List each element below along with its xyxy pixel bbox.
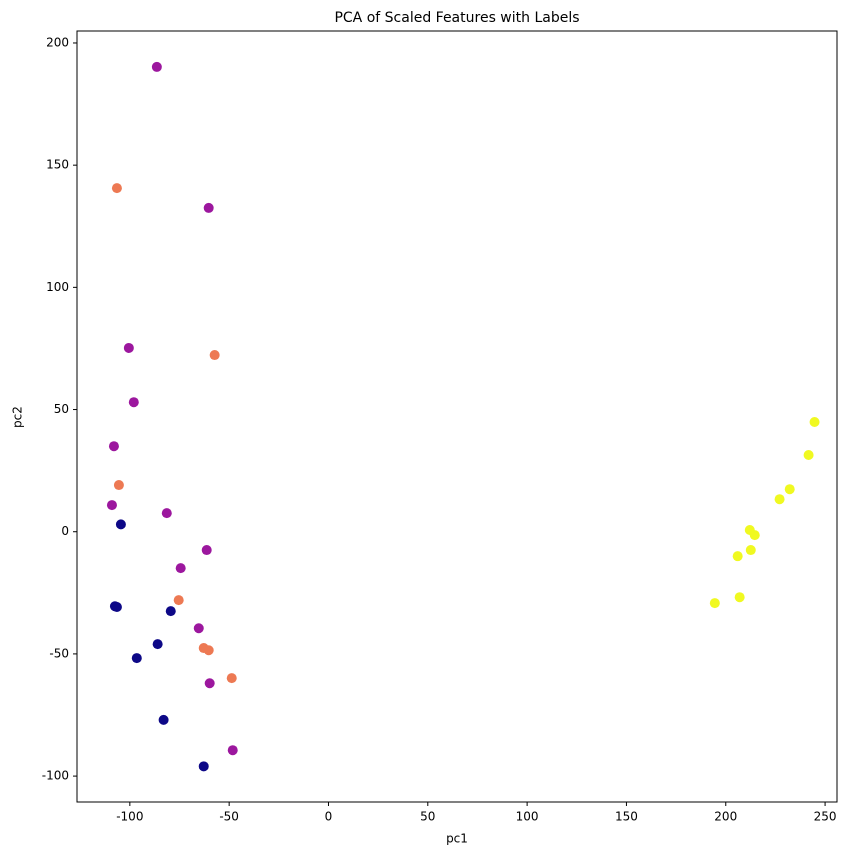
y-tick-label: 100 <box>46 280 69 294</box>
point <box>111 601 122 612</box>
point <box>175 563 186 574</box>
point <box>803 449 814 460</box>
point <box>201 545 212 556</box>
point <box>809 416 820 427</box>
point <box>732 551 743 562</box>
point <box>734 592 745 603</box>
point <box>203 645 214 656</box>
point <box>106 500 117 511</box>
x-tick-label: -50 <box>219 810 239 824</box>
y-tick-label: 50 <box>54 402 69 416</box>
point <box>161 508 172 519</box>
y-tick-label: 150 <box>46 158 69 172</box>
y-tick-label: 0 <box>61 524 69 538</box>
point <box>745 545 756 556</box>
x-tick-label: 200 <box>714 810 737 824</box>
point <box>173 595 184 606</box>
x-tick-label: 50 <box>420 810 435 824</box>
x-tick-label: 150 <box>615 810 638 824</box>
point <box>131 653 142 664</box>
point <box>226 673 237 684</box>
point <box>151 61 162 72</box>
point <box>115 519 126 530</box>
point <box>193 623 204 634</box>
point <box>111 183 122 194</box>
point <box>784 484 795 495</box>
x-tick-label: 250 <box>814 810 837 824</box>
chart-title: PCA of Scaled Features with Labels <box>334 10 579 26</box>
point <box>774 494 785 505</box>
point <box>209 350 220 361</box>
point <box>152 639 163 650</box>
y-tick-label: -50 <box>49 646 69 660</box>
x-tick-label: -100 <box>116 810 143 824</box>
point <box>709 598 720 609</box>
point <box>108 441 119 452</box>
x-tick-label: 100 <box>516 810 539 824</box>
point <box>227 745 238 756</box>
point <box>165 606 176 617</box>
x-axis-label: pc1 <box>446 832 468 846</box>
y-tick-label: 200 <box>46 35 69 49</box>
y-tick-label: -100 <box>42 769 69 783</box>
point <box>123 342 134 353</box>
point <box>203 202 214 213</box>
point <box>204 678 215 689</box>
point <box>128 397 139 408</box>
point <box>749 530 760 541</box>
point <box>198 761 209 772</box>
plot-frame <box>76 30 838 803</box>
y-axis-label: pc2 <box>11 406 25 428</box>
point <box>158 714 169 725</box>
point <box>113 480 124 491</box>
x-tick-label: 0 <box>325 810 333 824</box>
